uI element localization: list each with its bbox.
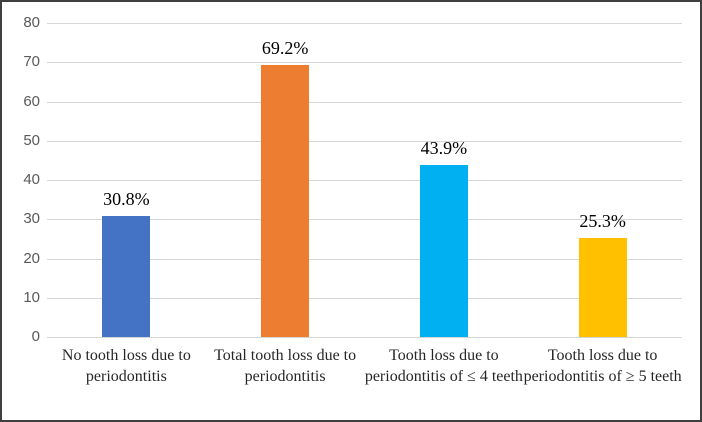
y-axis-tick-label: 60 (23, 92, 40, 110)
bar-value-label: 69.2% (261, 38, 309, 59)
x-axis-category-label: Tooth loss due to periodontitis of ≥ 5 t… (523, 347, 682, 385)
gridline (47, 140, 682, 142)
gridline (47, 101, 682, 103)
gridline (47, 258, 682, 260)
y-axis-tick-label: 30 (23, 210, 40, 228)
gridline (47, 62, 682, 64)
y-axis-tick-label: 40 (23, 171, 40, 188)
y-axis-tick-label: 50 (23, 131, 40, 149)
bar-3 (419, 164, 468, 337)
bar-value-label: 25.3% (579, 210, 626, 231)
gridline (47, 180, 682, 181)
gridline (47, 219, 682, 221)
x-axis-category-label: Tooth loss due to periodontitis of ≤ 4 t… (364, 347, 523, 385)
bar-2 (261, 65, 310, 337)
x-axis-category-label: No tooth loss due to periodontitis (61, 347, 191, 385)
gridline (47, 23, 682, 24)
bar-value-label: 30.8% (103, 189, 150, 210)
bar-value-label: 43.9% (420, 137, 468, 158)
gridline (47, 297, 682, 299)
x-axis-category-label: Total tooth loss due to periodontitis (214, 347, 357, 385)
y-axis-tick-label: 0 (31, 328, 40, 345)
y-axis-tick-label: 20 (23, 249, 40, 267)
x-axis-line (47, 337, 682, 338)
bar-4 (578, 237, 627, 337)
y-axis-tick-label: 80 (23, 14, 40, 31)
bar-1 (102, 216, 151, 337)
y-axis-tick-label: 70 (23, 53, 40, 71)
y-axis-tick-label: 10 (23, 288, 40, 306)
